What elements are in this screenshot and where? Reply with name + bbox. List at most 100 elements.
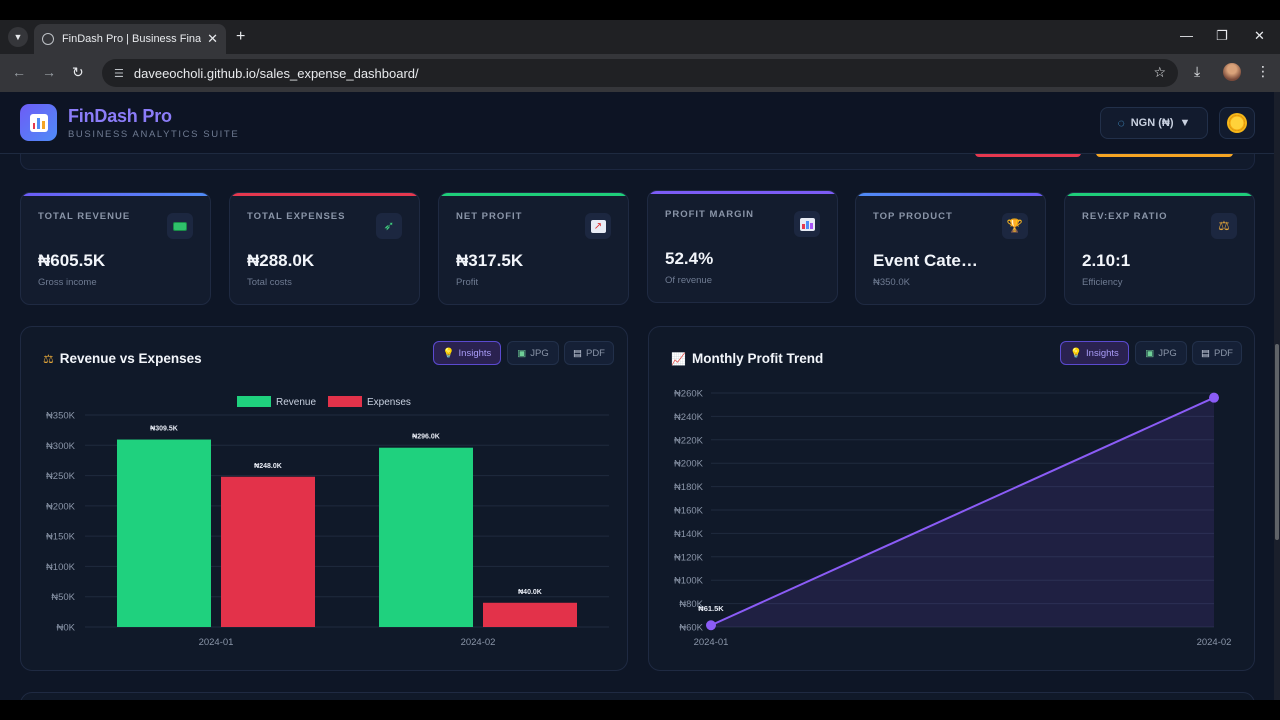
kpi-label: PROFIT MARGIN (665, 209, 754, 220)
screen-top-border (0, 0, 1280, 20)
panel-title: ⚖ Revenue vs Expenses (43, 351, 202, 366)
site-info-icon[interactable]: ☰ (114, 67, 124, 80)
y-tick-label: ₦250K (46, 471, 76, 482)
url-field[interactable]: ☰ daveeocholi.github.io/sales_expense_da… (102, 59, 1178, 87)
chevron-down-icon: ▼ (1179, 117, 1191, 129)
kpi-value: ₦605.5K (38, 251, 106, 270)
y-tick-label: ₦180K (674, 482, 704, 493)
export-pdf-button[interactable]: ▤ PDF (1192, 341, 1242, 365)
brand-tagline: BUSINESS ANALYTICS SUITE (68, 129, 240, 140)
legend-label: Revenue (276, 397, 316, 408)
kpi-profit-margin: PROFIT MARGIN 52.4% Of revenue (647, 190, 838, 303)
restore-icon[interactable]: ❐ (1216, 28, 1228, 43)
bar (483, 602, 577, 627)
kpi-label: NET PROFIT (456, 211, 523, 222)
address-bar: ← → ↻ ☰ daveeocholi.github.io/sales_expe… (0, 54, 1280, 92)
money-wings-icon: ➶ (376, 213, 402, 239)
y-tick-label: ₦260K (674, 389, 704, 400)
minimize-icon[interactable]: — (1180, 28, 1193, 43)
tab-search-button[interactable]: ▼ (8, 27, 28, 47)
bar (117, 439, 211, 627)
y-tick-label: ₦140K (674, 529, 704, 540)
chart-up-icon: ↗ (585, 213, 611, 239)
forward-icon[interactable]: → (42, 64, 56, 80)
theme-toggle-button[interactable] (1219, 107, 1255, 139)
reload-icon[interactable]: ↻ (72, 64, 84, 80)
bar (379, 447, 473, 627)
screen-bottom-border (0, 700, 1280, 720)
sun-icon (1229, 115, 1245, 131)
kpi-total-revenue: TOTAL REVENUE ₦605.5K Gross income (20, 192, 211, 305)
scrollbar-thumb[interactable] (1275, 344, 1279, 540)
kpi-label: TOTAL EXPENSES (247, 211, 346, 222)
kpi-value: ₦288.0K (247, 251, 315, 270)
insights-button[interactable]: 💡 Insights (433, 341, 501, 365)
window-close-icon[interactable]: ✕ (1254, 28, 1265, 43)
y-tick-label: ₦100K (674, 576, 704, 587)
data-point (706, 620, 716, 631)
y-tick-label: ₦300K (46, 441, 76, 452)
app-header: FinDash Pro BUSINESS ANALYTICS SUITE ◌ N… (0, 92, 1274, 154)
scales-icon: ⚖ (43, 352, 54, 366)
bar-data-label: ₦40.0K (518, 589, 542, 596)
money-icon (167, 213, 193, 239)
tab-strip: ▼ FinDash Pro | Business Financial ✕ + —… (0, 20, 1280, 54)
kpi-sub: Total costs (247, 277, 292, 288)
profile-avatar[interactable] (1223, 63, 1241, 81)
reset-filter-button[interactable] (975, 153, 1081, 157)
export-pdf-button[interactable]: ▤ PDF (564, 341, 614, 365)
profit-line (710, 396, 1215, 627)
kpi-top-product: TOP PRODUCT 🏆 Event Cate… ₦350.0K (855, 192, 1046, 305)
image-icon: ▣ (1145, 347, 1155, 359)
y-tick-label: ₦350K (46, 411, 76, 422)
download-icon[interactable]: ⤓ (1194, 63, 1201, 79)
revenue-vs-expenses-panel: ⚖ Revenue vs Expenses 💡 Insights ▣ JPG ▤ PDF… (20, 326, 628, 671)
bar-data-label: ₦309.5K (150, 426, 178, 433)
lightbulb-icon: 💡 (442, 347, 455, 359)
chart-up-icon: 📈 (671, 352, 686, 366)
kpi-sub: Gross income (38, 277, 97, 288)
next-panel (20, 692, 1255, 700)
tab-close-icon[interactable]: ✕ (207, 31, 218, 46)
menu-kebab-icon[interactable]: ⋮ (1256, 63, 1270, 79)
kpi-value: ₦317.5K (456, 251, 524, 270)
export-jpg-button[interactable]: ▣ JPG (507, 341, 559, 365)
kpi-sub: Of revenue (665, 275, 712, 286)
legend-swatch (237, 396, 271, 407)
browser-tab-active[interactable]: FinDash Pro | Business Financial ✕ (34, 24, 226, 54)
scales-icon: ⚖ (1211, 213, 1237, 239)
y-tick-label: ₦0K (57, 623, 76, 634)
new-tab-button[interactable]: + (236, 28, 246, 45)
document-icon: ▤ (573, 347, 582, 359)
currency-select[interactable]: ◌ NGN (₦) ▼ (1100, 107, 1208, 139)
insights-button[interactable]: 💡 Insights (1060, 341, 1129, 365)
profit-trend-chart: ₦60K ₦80K ₦100K ₦120K ₦140K ₦160K ₦180K ₦200K ₦2… (674, 389, 1232, 649)
bookmark-star-icon[interactable]: ☆ (1153, 64, 1166, 80)
back-icon[interactable]: ← (12, 64, 26, 80)
x-tick-label: 2024-02 (461, 637, 496, 648)
kpi-value: 2.10:1 (1082, 251, 1131, 270)
export-jpg-button[interactable]: ▣ JPG (1135, 341, 1187, 365)
currency-label: NGN (₦) (1130, 117, 1174, 129)
y-tick-label: ₦60K (679, 623, 703, 634)
y-tick-label: ₦80K (679, 599, 703, 610)
trophy-icon: 🏆 (1002, 213, 1028, 239)
export-button[interactable] (1096, 153, 1233, 157)
kpi-sub: Efficiency (1082, 277, 1123, 288)
bar-data-label: ₦248.0K (254, 463, 282, 470)
document-icon: ▤ (1201, 347, 1210, 359)
lightbulb-icon: 💡 (1070, 347, 1083, 359)
refresh-icon: ◌ (1117, 116, 1125, 130)
x-tick-label: 2024-01 (199, 637, 234, 648)
page-scrollbar[interactable] (1274, 92, 1280, 700)
kpi-net-profit: NET PROFIT ↗ ₦317.5K Profit (438, 192, 629, 305)
panel-title: 📈 Monthly Profit Trend (671, 351, 824, 366)
y-tick-label: ₦160K (674, 506, 704, 517)
bar-data-label: ₦296.0K (412, 434, 440, 441)
dashboard-page: FinDash Pro BUSINESS ANALYTICS SUITE ◌ N… (0, 92, 1274, 700)
brand-name: FinDash Pro (68, 106, 172, 126)
tab-title: FinDash Pro | Business Financial (61, 33, 202, 45)
y-tick-label: ₦150K (46, 532, 76, 543)
kpi-value: 52.4% (665, 249, 714, 268)
y-tick-label: ₦200K (46, 501, 76, 512)
